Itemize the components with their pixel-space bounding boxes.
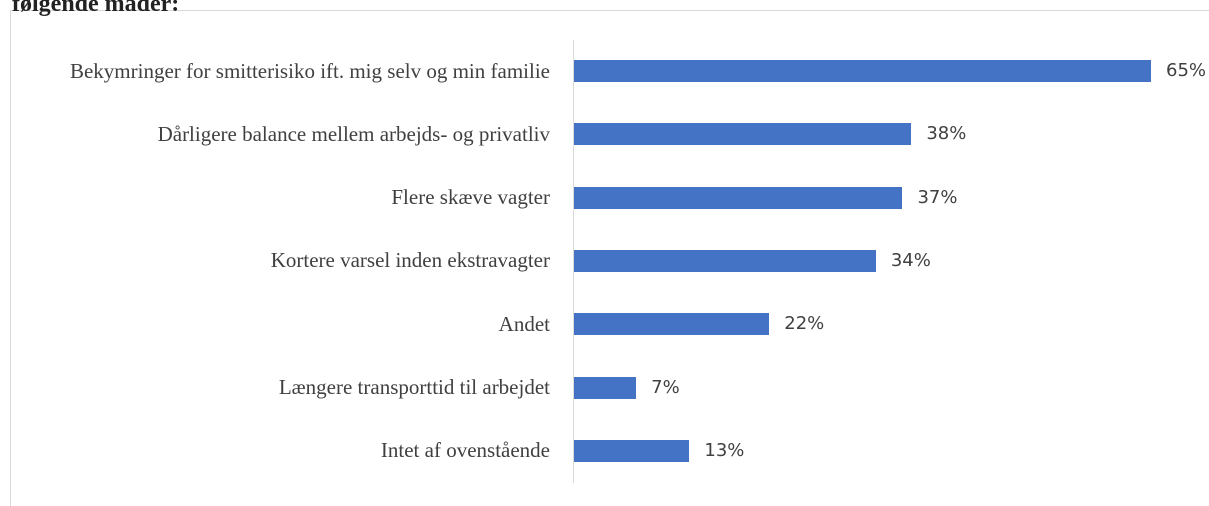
- value-label: 34%: [890, 249, 931, 271]
- bar: [574, 60, 1151, 82]
- bar: [574, 123, 912, 146]
- value-label: 65%: [1166, 60, 1207, 81]
- bar: [574, 376, 637, 399]
- bar: [574, 186, 903, 209]
- chart-title: følgende måder:: [12, 0, 180, 17]
- bar: [574, 313, 770, 336]
- category-label: Flere skæve vagter: [391, 185, 550, 210]
- value-label: 37%: [917, 186, 958, 208]
- value-label: 7%: [651, 376, 680, 398]
- bar: [574, 249, 876, 272]
- bar: [574, 439, 690, 462]
- category-label: Længere transporttid til arbejdet: [278, 375, 550, 399]
- value-label: 13%: [704, 439, 745, 461]
- value-label: 38%: [926, 123, 967, 145]
- category-label: Kortere varsel inden ekstravagter: [270, 248, 550, 273]
- category-label: Bekymringer for smitterisiko ift. mig se…: [69, 58, 550, 83]
- category-label: Andet: [498, 311, 550, 336]
- chart-frame: [10, 10, 1209, 506]
- category-axis: [573, 40, 574, 483]
- value-label: 22%: [784, 313, 825, 335]
- category-label: Dårligere balance mellem arbejds- og pri…: [157, 121, 550, 146]
- category-label: Intet af ovenstående: [380, 438, 550, 463]
